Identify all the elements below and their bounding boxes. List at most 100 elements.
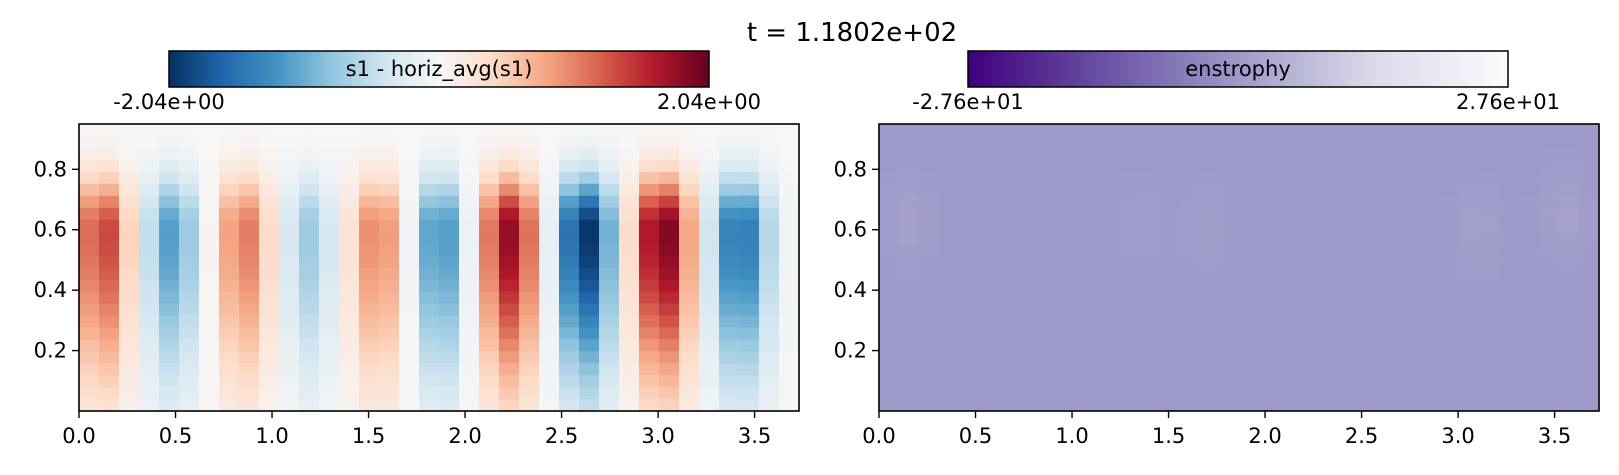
heatmap-cell	[1479, 387, 1500, 400]
heatmap-cell	[1559, 220, 1580, 233]
heatmap-cell	[139, 148, 160, 161]
heatmap-cell	[699, 220, 720, 233]
heatmap-cell	[1199, 124, 1220, 137]
heatmap-cell	[219, 387, 240, 400]
heatmap-cell	[1559, 339, 1580, 352]
heatmap-cell	[1579, 220, 1600, 233]
heatmap-cell	[619, 148, 640, 161]
heatmap-cell	[519, 220, 540, 233]
heatmap-cell	[1079, 124, 1100, 137]
heatmap-cell	[599, 208, 620, 221]
heatmap-cell	[419, 291, 440, 304]
heatmap-cell	[319, 399, 340, 412]
heatmap-cell	[559, 232, 580, 245]
heatmap-cell	[219, 208, 240, 221]
heatmap-cell	[179, 196, 200, 209]
heatmap-cell	[159, 375, 180, 388]
heatmap-cell	[1259, 327, 1280, 340]
heatmap-cell	[159, 208, 180, 221]
heatmap-cell	[79, 268, 100, 281]
heatmap-cell	[399, 387, 420, 400]
heatmap-cell	[1379, 172, 1400, 185]
heatmap-cell	[939, 375, 960, 388]
heatmap-cell	[119, 339, 140, 352]
heatmap-cell	[319, 351, 340, 364]
heatmap-cell	[179, 363, 200, 376]
heatmap-cell	[199, 268, 220, 281]
heatmap-cell	[699, 160, 720, 173]
heatmap-cell	[199, 279, 220, 292]
heatmap-cell	[959, 148, 980, 161]
heatmap-cell	[119, 232, 140, 245]
heatmap-cell	[139, 327, 160, 340]
heatmap-cell	[499, 315, 520, 328]
heatmap-cell	[1539, 148, 1560, 161]
heatmap-cell	[1399, 363, 1420, 376]
heatmap-cell	[1099, 399, 1120, 412]
heatmap-cell	[1079, 268, 1100, 281]
heatmap-cell	[419, 315, 440, 328]
heatmap-cell	[1579, 279, 1600, 292]
heatmap-cell	[1399, 172, 1420, 185]
heatmap-cell	[579, 315, 600, 328]
heatmap-cell	[359, 172, 380, 185]
heatmap-cell	[399, 315, 420, 328]
heatmap-cell	[1299, 268, 1320, 281]
heatmap-cell	[139, 399, 160, 412]
heatmap-cell	[1439, 399, 1460, 412]
heatmap-cell	[659, 303, 680, 316]
heatmap-cell	[1539, 172, 1560, 185]
x-tick-label: 0.0	[862, 424, 895, 448]
heatmap-cell	[1239, 220, 1260, 233]
heatmap-cell	[1439, 196, 1460, 209]
heatmap-cell	[199, 363, 220, 376]
heatmap-cell	[1019, 208, 1040, 221]
heatmap-cell	[199, 256, 220, 269]
heatmap-cell	[1419, 291, 1440, 304]
heatmap-cell	[779, 208, 800, 221]
right-panel: enstrophy -2.76e+01 2.76e+01 0.0 0.5 1.0 1.…	[834, 51, 1600, 448]
heatmap-cell	[79, 220, 100, 233]
heatmap-cell	[79, 244, 100, 257]
heatmap-cell	[879, 124, 900, 137]
heatmap-cell	[259, 291, 280, 304]
heatmap-cell	[1459, 244, 1480, 257]
heatmap-cell	[739, 136, 760, 149]
heatmap-cell	[219, 351, 240, 364]
heatmap-cell	[1479, 256, 1500, 269]
heatmap-cell	[1359, 291, 1380, 304]
heatmap-cell	[1239, 148, 1260, 161]
heatmap-cell	[739, 232, 760, 245]
heatmap-cell	[239, 196, 260, 209]
heatmap-cell	[759, 196, 780, 209]
heatmap-cell	[319, 315, 340, 328]
heatmap-cell	[1439, 256, 1460, 269]
heatmap-cell	[1419, 136, 1440, 149]
heatmap-cell	[119, 136, 140, 149]
heatmap-cell	[279, 160, 300, 173]
heatmap-cell	[719, 244, 740, 257]
heatmap-cell	[1459, 148, 1480, 161]
heatmap-cell	[119, 124, 140, 137]
heatmap-cell	[1279, 303, 1300, 316]
heatmap-cell	[119, 256, 140, 269]
heatmap-cell	[1359, 303, 1380, 316]
heatmap-cell	[1279, 172, 1300, 185]
x-tick-label: 0.5	[159, 424, 192, 448]
heatmap-cell	[1459, 363, 1480, 376]
heatmap-cell	[1259, 375, 1280, 388]
heatmap-cell	[359, 327, 380, 340]
heatmap-cell	[699, 291, 720, 304]
heatmap-cell	[259, 220, 280, 233]
heatmap-cell	[559, 399, 580, 412]
heatmap-cell	[919, 399, 940, 412]
heatmap-cell	[499, 291, 520, 304]
heatmap-cell	[1159, 291, 1180, 304]
heatmap-cell	[519, 256, 540, 269]
heatmap-cell	[279, 256, 300, 269]
heatmap-cell	[199, 220, 220, 233]
heatmap-cell	[139, 220, 160, 233]
heatmap-cell	[1419, 256, 1440, 269]
heatmap-cell	[119, 291, 140, 304]
heatmap-cell	[279, 327, 300, 340]
